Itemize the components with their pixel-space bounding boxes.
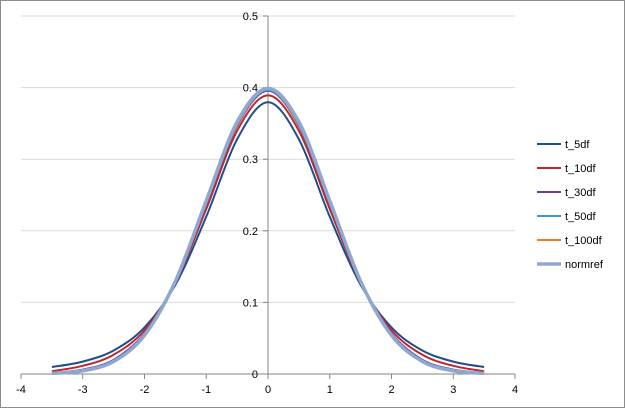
x-tick-label: -3 (78, 384, 88, 396)
y-tick-labels: 0 0.1 0.2 0.3 0.4 0.5 (243, 11, 258, 381)
legend-label: t_5df (565, 139, 590, 151)
x-tick-label: -1 (201, 384, 211, 396)
y-tick-label: 0 (252, 369, 258, 381)
series-lines (51, 86, 485, 376)
x-tick-label: 4 (512, 384, 518, 396)
series-line-t-5df (51, 101, 485, 369)
y-tick-label: 0.4 (243, 83, 258, 95)
x-tick-label: -2 (140, 384, 150, 396)
legend-label: normref (565, 259, 604, 271)
x-tick-label: 0 (265, 384, 271, 396)
x-tick-label: 1 (327, 384, 333, 396)
legend-label: t_30df (565, 187, 597, 199)
legend-label: t_100df (565, 235, 603, 247)
x-tick-label: -4 (16, 384, 26, 396)
y-tick-label: 0.5 (243, 11, 258, 23)
legend-label: t_10df (565, 163, 597, 175)
y-tick-label: 0.1 (243, 297, 258, 309)
series-line-t-10df (51, 94, 485, 373)
x-tick-label: 3 (450, 384, 456, 396)
y-tick-label: 0.2 (243, 226, 258, 238)
legend-label: t_50df (565, 211, 597, 223)
x-tick-label: 2 (388, 384, 394, 396)
series-line-normref (51, 86, 485, 376)
axes (20, 15, 516, 379)
x-tick-labels: -4 -3 -2 -1 0 1 2 3 4 (16, 384, 518, 396)
y-tick-label: 0.3 (243, 154, 258, 166)
